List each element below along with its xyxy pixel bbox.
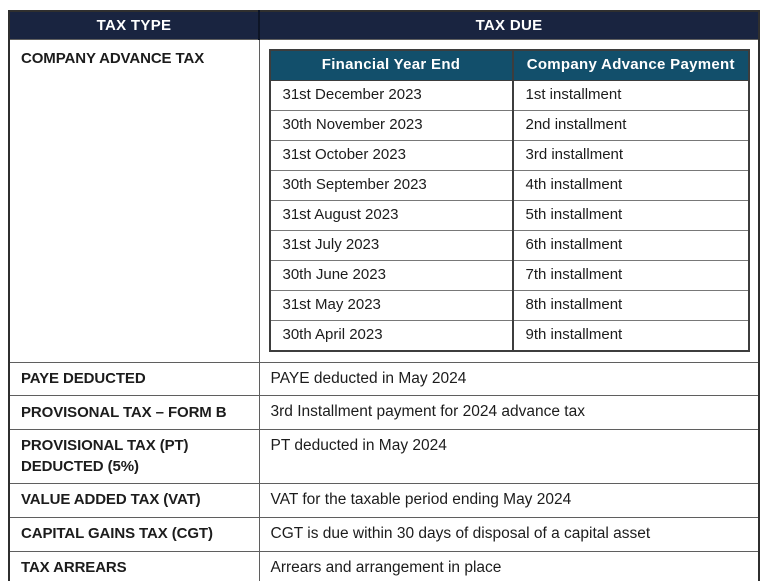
tax-type-cell: PAYE DEDUCTED [8, 361, 260, 397]
table-header-row: TAX TYPE TAX DUE [8, 10, 760, 40]
table-row-company-advance-tax: COMPANY ADVANCE TAX Financial Year End C… [8, 38, 760, 363]
tax-due-cell: PT deducted in May 2024 [258, 429, 760, 484]
tax-due-cell: PAYE deducted in May 2024 [258, 361, 760, 397]
financial-year-end-column-header: Financial Year End [269, 49, 513, 81]
payment-cell: 4th installment [511, 170, 750, 201]
payment-cell: 7th installment [511, 260, 750, 291]
schedule-row: 30th September 2023 4th installment [269, 170, 750, 201]
schedule-row: 30th June 2023 7th installment [269, 260, 750, 291]
payment-cell: 3rd installment [511, 140, 750, 171]
table-row-value-added-tax: VALUE ADDED TAX (VAT) VAT for the taxabl… [8, 482, 760, 518]
tax-type-cell: CAPITAL GAINS TAX (CGT) [8, 516, 260, 552]
table-row-capital-gains-tax: CAPITAL GAINS TAX (CGT) CGT is due withi… [8, 516, 760, 552]
table-row-paye-deducted: PAYE DEDUCTED PAYE deducted in May 2024 [8, 361, 760, 397]
tax-type-cell: PROVISIONAL TAX (PT) DEDUCTED (5%) [8, 429, 260, 484]
tax-type-cell: COMPANY ADVANCE TAX [8, 38, 260, 363]
tax-due-table: TAX TYPE TAX DUE COMPANY ADVANCE TAX Fin… [8, 10, 760, 581]
financial-year-end-cell: 30th June 2023 [269, 260, 513, 291]
tax-type-cell: VALUE ADDED TAX (VAT) [8, 482, 260, 518]
payment-cell: 2nd installment [511, 110, 750, 141]
payment-cell: 8th installment [511, 290, 750, 321]
financial-year-end-cell: 30th April 2023 [269, 320, 513, 351]
financial-year-end-cell: 31st August 2023 [269, 200, 513, 231]
financial-year-end-cell: 30th September 2023 [269, 170, 513, 201]
table-row-provisonal-tax-form-b: PROVISONAL TAX – FORM B 3rd Installment … [8, 395, 760, 431]
schedule-header-row: Financial Year End Company Advance Payme… [269, 49, 750, 81]
schedule-row: 31st August 2023 5th installment [269, 200, 750, 231]
schedule-row: 31st October 2023 3rd installment [269, 140, 750, 171]
company-advance-payment-column-header: Company Advance Payment [511, 49, 750, 81]
financial-year-end-cell: 30th November 2023 [269, 110, 513, 141]
tax-type-cell: PROVISONAL TAX – FORM B [8, 395, 260, 431]
financial-year-end-cell: 31st July 2023 [269, 230, 513, 261]
tax-due-cell: VAT for the taxable period ending May 20… [258, 482, 760, 518]
schedule-row: 30th April 2023 9th installment [269, 320, 750, 351]
payment-cell: 6th installment [511, 230, 750, 261]
financial-year-end-cell: 31st October 2023 [269, 140, 513, 171]
tax-due-cell: 3rd Installment payment for 2024 advance… [258, 395, 760, 431]
table-row-tax-arrears: TAX ARREARS Arrears and arrangement in p… [8, 550, 760, 581]
payment-cell: 1st installment [511, 80, 750, 111]
table-row-provisional-tax-pt-deducted: PROVISIONAL TAX (PT) DEDUCTED (5%) PT de… [8, 429, 760, 484]
tax-due-cell: Arrears and arrangement in place [258, 550, 760, 581]
payment-cell: 9th installment [511, 320, 750, 351]
tax-type-column-header: TAX TYPE [8, 10, 260, 40]
financial-year-end-cell: 31st May 2023 [269, 290, 513, 321]
financial-year-end-cell: 31st December 2023 [269, 80, 513, 111]
schedule-row: 31st May 2023 8th installment [269, 290, 750, 321]
tax-due-cell: CGT is due within 30 days of disposal of… [258, 516, 760, 552]
schedule-row: 31st December 2023 1st installment [269, 80, 750, 111]
payment-cell: 5th installment [511, 200, 750, 231]
schedule-row: 31st July 2023 6th installment [269, 230, 750, 261]
tax-due-cell: Financial Year End Company Advance Payme… [258, 38, 760, 363]
tax-due-column-header: TAX DUE [258, 10, 760, 40]
advance-payment-schedule-table: Financial Year End Company Advance Payme… [268, 48, 750, 352]
schedule-row: 30th November 2023 2nd installment [269, 110, 750, 141]
tax-type-cell: TAX ARREARS [8, 550, 260, 581]
